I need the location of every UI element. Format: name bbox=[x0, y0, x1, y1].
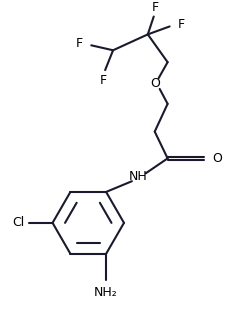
Text: NH: NH bbox=[129, 170, 147, 183]
Text: F: F bbox=[178, 18, 185, 31]
Text: Cl: Cl bbox=[13, 216, 25, 229]
Text: F: F bbox=[99, 74, 107, 86]
Text: F: F bbox=[76, 37, 83, 50]
Text: F: F bbox=[152, 1, 159, 14]
Text: O: O bbox=[150, 78, 160, 90]
Text: O: O bbox=[212, 152, 222, 165]
Text: NH₂: NH₂ bbox=[94, 286, 118, 299]
